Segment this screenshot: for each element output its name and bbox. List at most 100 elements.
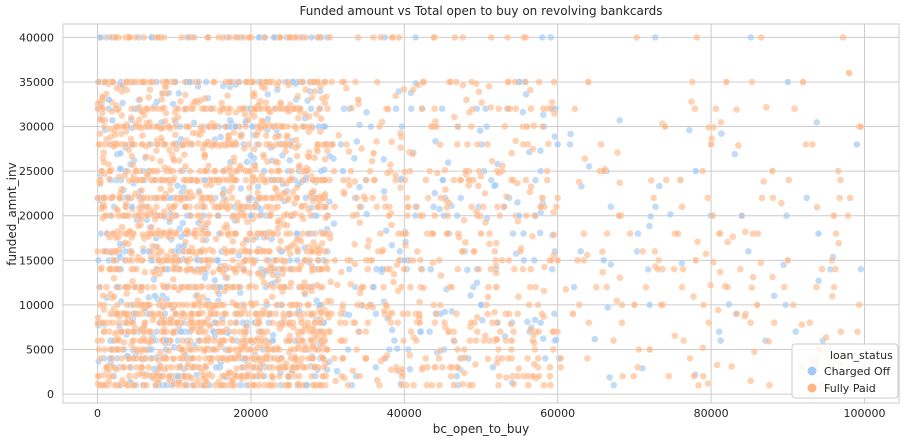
scatter-point-fully-paid (295, 381, 303, 389)
scatter-point-charged-off (607, 203, 615, 211)
scatter-point-fully-paid (397, 144, 405, 152)
scatter-point-fully-paid (261, 33, 269, 42)
scatter-point-charged-off (566, 130, 575, 138)
scatter-point-fully-paid (188, 326, 196, 334)
scatter-point-fully-paid (125, 372, 133, 380)
scatter-point-fully-paid (488, 157, 496, 165)
scatter-point-fully-paid (338, 372, 346, 380)
scatter-point-fully-paid (163, 256, 171, 264)
scatter-point-fully-paid (362, 354, 370, 363)
scatter-point-fully-paid (167, 363, 176, 371)
scatter-point-fully-paid (734, 141, 742, 150)
scatter-point-fully-paid (379, 283, 388, 291)
scatter-point-fully-paid (483, 140, 492, 149)
scatter-point-fully-paid (477, 230, 485, 238)
scatter-point-fully-paid (93, 247, 102, 256)
scatter-point-fully-paid (426, 167, 434, 175)
scatter-point-charged-off (537, 167, 545, 175)
scatter-point-fully-paid (98, 319, 107, 327)
scatter-point-fully-paid (349, 212, 357, 220)
scatter-point-fully-paid (386, 265, 394, 273)
scatter-point-fully-paid (398, 365, 406, 373)
scatter-point-charged-off (94, 256, 103, 264)
scatter-point-fully-paid (219, 328, 227, 336)
scatter-point-fully-paid (733, 310, 741, 318)
scatter-point-fully-paid (156, 349, 164, 357)
scatter-point-fully-paid (158, 95, 166, 104)
y-tick-label: 15000 (19, 254, 54, 267)
scatter-point-fully-paid (368, 194, 377, 202)
scatter-point-fully-paid (272, 158, 280, 166)
y-tick-label: 20000 (19, 210, 54, 223)
scatter-point-fully-paid (394, 230, 403, 238)
scatter-point-fully-paid (519, 140, 527, 149)
scatter-point-fully-paid (294, 92, 302, 100)
scatter-point-fully-paid (169, 256, 177, 264)
scatter-point-fully-paid (789, 301, 797, 309)
scatter-point-fully-paid (305, 128, 313, 136)
scatter-point-fully-paid (96, 180, 104, 188)
scatter-point-fully-paid (249, 78, 257, 86)
scatter-point-fully-paid (413, 247, 421, 256)
scatter-point-fully-paid (468, 78, 476, 86)
scatter-point-fully-paid (153, 167, 162, 175)
scatter-point-fully-paid (546, 372, 554, 380)
scatter-point-fully-paid (277, 256, 285, 264)
scatter-point-fully-paid (251, 105, 259, 113)
scatter-point-fully-paid (657, 301, 665, 309)
scatter-point-fully-paid (165, 122, 173, 131)
scatter-point-fully-paid (474, 182, 483, 190)
scatter-point-fully-paid (97, 103, 105, 111)
scatter-point-fully-paid (339, 354, 347, 363)
scatter-point-fully-paid (450, 113, 458, 121)
scatter-point-fully-paid (102, 363, 111, 371)
scatter-point-charged-off (316, 301, 324, 309)
scatter-point-fully-paid (147, 223, 155, 231)
scatter-point-fully-paid (144, 170, 152, 178)
scatter-point-fully-paid (219, 167, 227, 175)
scatter-point-fully-paid (492, 239, 500, 247)
scatter-point-fully-paid (268, 319, 276, 327)
scatter-point-fully-paid (301, 289, 309, 297)
scatter-point-fully-paid (834, 167, 842, 175)
scatter-point-fully-paid (301, 342, 309, 350)
scatter-point-charged-off (307, 105, 315, 113)
scatter-point-fully-paid (258, 360, 266, 368)
scatter-point-fully-paid (291, 210, 299, 218)
scatter-point-fully-paid (293, 245, 302, 253)
scatter-point-fully-paid (149, 268, 157, 276)
scatter-point-fully-paid (585, 319, 593, 327)
scatter-point-charged-off (96, 33, 104, 42)
scatter-point-fully-paid (102, 212, 110, 220)
scatter-point-fully-paid (583, 354, 592, 363)
scatter-point-fully-paid (382, 301, 390, 309)
scatter-point-fully-paid (176, 167, 185, 175)
scatter-point-fully-paid (276, 105, 284, 113)
scatter-point-fully-paid (430, 33, 438, 42)
scatter-point-fully-paid (225, 346, 233, 355)
scatter-point-fully-paid (509, 176, 517, 184)
scatter-point-charged-off (539, 111, 547, 119)
scatter-point-charged-off (438, 105, 446, 113)
scatter-point-fully-paid (450, 176, 458, 184)
scatter-point-fully-paid (319, 340, 327, 349)
scatter-point-charged-off (211, 276, 219, 284)
scatter-point-fully-paid (250, 112, 258, 121)
scatter-point-fully-paid (165, 146, 173, 154)
scatter-point-fully-paid (130, 78, 138, 86)
chart-title: Funded amount vs Total open to buy on re… (300, 4, 663, 18)
scatter-point-fully-paid (314, 256, 322, 264)
scatter-point-fully-paid (180, 151, 189, 159)
scatter-point-fully-paid (699, 301, 708, 309)
scatter-point-fully-paid (322, 230, 330, 238)
scatter-point-fully-paid (316, 381, 324, 389)
scatter-point-fully-paid (139, 345, 148, 354)
scatter-point-fully-paid (277, 237, 285, 245)
scatter-point-fully-paid (228, 172, 236, 180)
scatter-point-fully-paid (122, 310, 131, 318)
scatter-point-fully-paid (406, 283, 415, 291)
scatter-point-fully-paid (298, 202, 306, 210)
scatter-point-fully-paid (255, 381, 263, 389)
scatter-point-fully-paid (322, 214, 330, 222)
scatter-point-fully-paid (785, 176, 793, 184)
